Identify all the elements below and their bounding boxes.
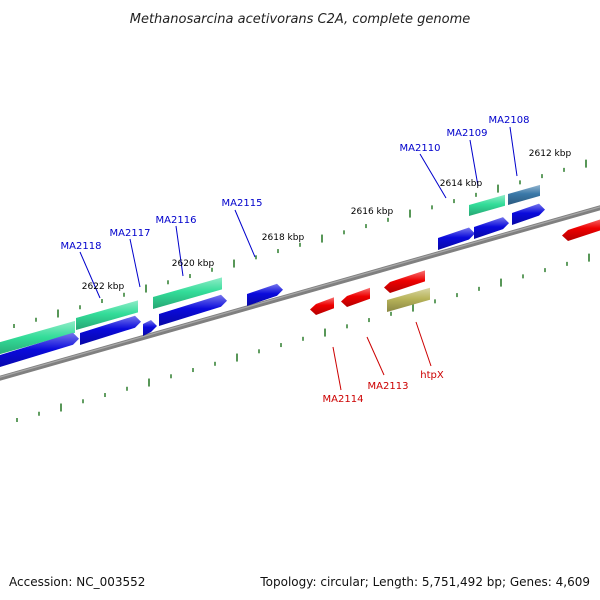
gene-blue-8[interactable]	[512, 203, 545, 225]
label-leaders	[79, 126, 518, 391]
gene-label-ma2114: MA2114	[323, 394, 364, 405]
leader-ma2116	[175, 225, 184, 277]
leader-ma2110	[419, 153, 447, 199]
scale-labels: 2612 kbp 2614 kbp 2616 kbp 2618 kbp 2620…	[82, 149, 572, 292]
bottom-gene-labels: MA2113 MA2114 htpX	[323, 370, 444, 405]
top-gene-labels: MA2108 MA2109 MA2110 MA2115 MA2116 MA211…	[61, 115, 530, 252]
scale-label-2616: 2616 kbp	[351, 207, 394, 217]
leader-ma2117	[129, 238, 141, 288]
genome-backbone	[0, 205, 600, 381]
gene-red-4[interactable]	[562, 218, 600, 241]
gene-ma2109[interactable]	[469, 194, 505, 216]
inner-tick-row	[16, 253, 590, 422]
gene-red-3[interactable]	[384, 270, 425, 293]
gene-ma2113[interactable]	[341, 287, 370, 307]
gene-blue-3[interactable]	[143, 320, 157, 336]
gene-label-ma2110: MA2110	[400, 143, 441, 154]
leader-ma2118	[79, 251, 101, 299]
gene-ma2116[interactable]	[153, 277, 222, 309]
gene-label-ma2115: MA2115	[222, 198, 263, 209]
gene-blue-2[interactable]	[80, 315, 141, 345]
gene-htpx[interactable]	[387, 287, 430, 312]
leader-htpx	[415, 321, 432, 367]
gene-label-ma2113: MA2113	[368, 381, 409, 392]
leader-ma2115	[234, 209, 256, 258]
gene-track	[0, 184, 600, 370]
gene-label-ma2118: MA2118	[61, 241, 102, 252]
gene-ma2114[interactable]	[310, 297, 334, 315]
scale-label-2612: 2612 kbp	[529, 149, 572, 159]
gene-label-ma2108: MA2108	[489, 115, 530, 126]
scale-label-2622: 2622 kbp	[82, 282, 125, 292]
gene-ma2108[interactable]	[508, 184, 540, 205]
scale-label-2614: 2614 kbp	[440, 179, 483, 189]
map-title: Methanosarcina acetivorans C2A, complete…	[130, 12, 471, 27]
gene-blue-7[interactable]	[474, 217, 509, 239]
gene-blue-6[interactable]	[438, 227, 475, 251]
leader-ma2114	[332, 346, 342, 391]
leader-ma2113	[366, 336, 385, 376]
gene-label-ma2117: MA2117	[110, 228, 151, 239]
genome-summary-text: Topology: circular; Length: 5,751,492 bp…	[259, 575, 590, 589]
gene-blue-1[interactable]	[0, 332, 79, 370]
gene-blue-5[interactable]	[247, 283, 283, 306]
gene-label-htpx: htpX	[420, 370, 444, 381]
genome-backbone-highlight	[0, 206, 600, 378]
gene-ma2118[interactable]	[0, 320, 75, 357]
gene-ma2117[interactable]	[76, 300, 138, 330]
scale-label-2620: 2620 kbp	[172, 259, 215, 269]
gene-label-ma2109: MA2109	[447, 128, 488, 139]
accession-text: Accession: NC_003552	[9, 575, 145, 589]
leader-ma2109	[469, 139, 479, 187]
leader-ma2108	[509, 126, 518, 177]
outer-tick-row	[13, 159, 587, 328]
gene-label-ma2116: MA2116	[156, 215, 197, 226]
scale-label-2618: 2618 kbp	[262, 233, 305, 243]
gene-blue-4[interactable]	[159, 294, 227, 326]
